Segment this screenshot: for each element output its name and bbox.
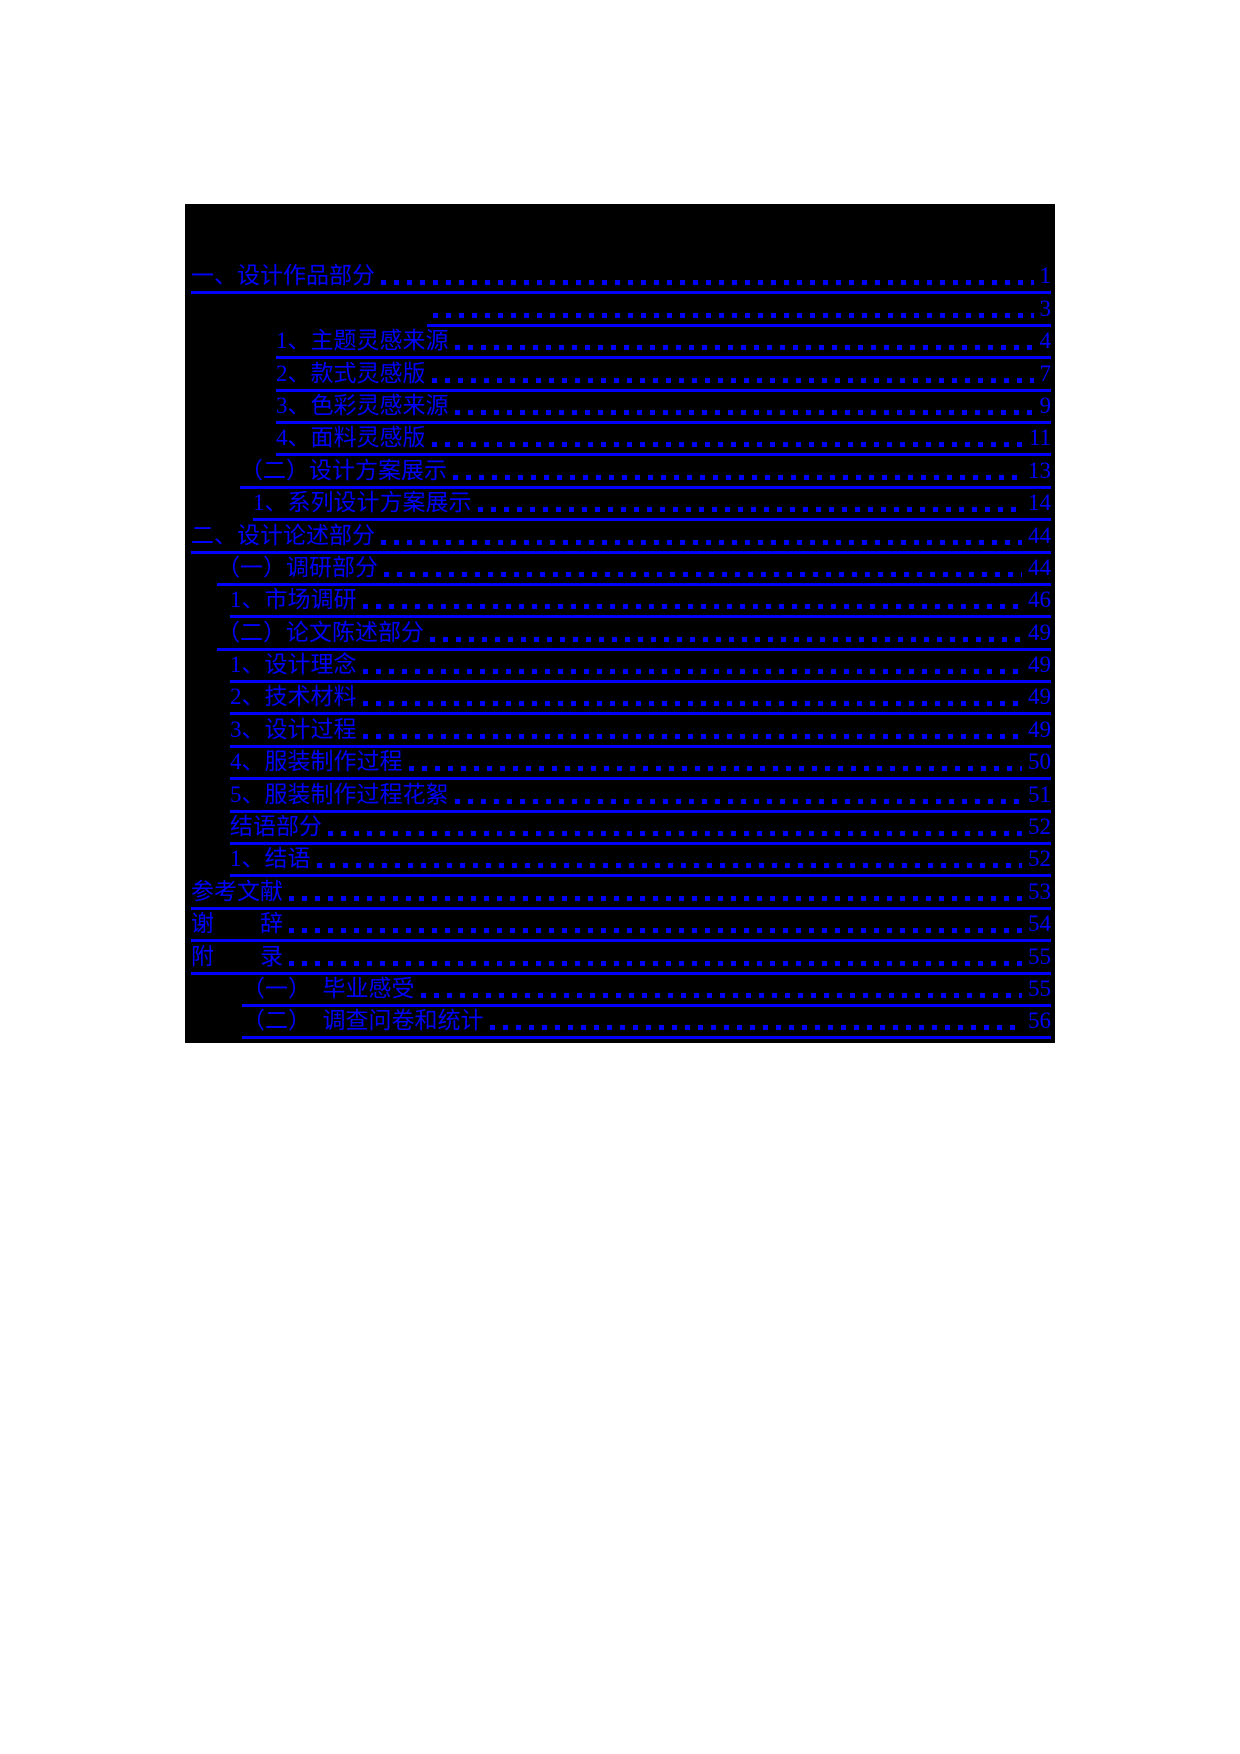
toc-entry-label: 参考文献 (191, 878, 283, 904)
dot-leader (430, 636, 1022, 642)
toc-entry[interactable]: 5、服装制作过程花絮 51 (230, 780, 1051, 813)
toc-entry-label: 一、设计作品部分 (191, 263, 375, 289)
toc-entry[interactable]: 参考文献 53 (191, 877, 1051, 910)
toc-entry[interactable]: （一） 毕业感受 55 (242, 975, 1051, 1007)
toc-entry-page-number: 49 (1028, 652, 1051, 678)
dot-leader (454, 798, 1022, 804)
toc-entry-page-number: 9 (1039, 392, 1052, 418)
toc-entry-page-number: 55 (1028, 975, 1051, 1001)
toc-entry-page-number: 54 (1028, 911, 1051, 937)
toc-entry[interactable]: 2、款式灵感版 7 (276, 359, 1052, 392)
toc-entry[interactable]: 1、主题灵感来源 4 (276, 327, 1052, 360)
toc-entry-label: 谢 辞 (191, 911, 283, 937)
toc-entry-label: 1、设计理念 (230, 652, 357, 678)
toc-entry-label: 1、系列设计方案展示 (253, 490, 472, 516)
toc-entry-label: 二、设计论述部分 (191, 522, 375, 548)
toc-entry-page-number: 49 (1028, 716, 1051, 742)
dot-leader (454, 345, 1034, 351)
toc-panel: 一、设计作品部分 1 3 1、主题灵感来源 4 2、款式灵感版 7 3、色彩灵感来源 9 4、面料… (185, 204, 1055, 1043)
toc-entry[interactable]: （一）调研部分 44 (217, 554, 1051, 586)
toc-entry-label: （一）调研部分 (217, 554, 378, 580)
toc-entry-page-number: 3 (1039, 295, 1052, 321)
toc-entry-page-number: 11 (1028, 425, 1051, 451)
dot-leader (362, 604, 1022, 610)
toc-entry-page-number: 49 (1028, 619, 1051, 645)
toc-entry-page-number: 52 (1028, 814, 1051, 840)
toc-entry-page-number: 53 (1028, 878, 1051, 904)
dot-leader (477, 507, 1022, 513)
toc-entry-page-number: 7 (1039, 360, 1052, 386)
toc-entry-label: （二） 调查问卷和统计 (242, 1008, 484, 1034)
dot-leader (328, 831, 1022, 837)
toc-entry-page-number: 56 (1028, 1008, 1051, 1034)
toc-entry[interactable]: 4、面料灵感版 11 (276, 424, 1051, 457)
toc-entry-page-number: 44 (1028, 554, 1051, 580)
toc-entry[interactable]: （二）论文陈述部分 49 (217, 618, 1051, 651)
toc-entry-page-number: 52 (1028, 846, 1051, 872)
dot-leader (362, 669, 1022, 675)
toc-list: 一、设计作品部分 1 3 1、主题灵感来源 4 2、款式灵感版 7 3、色彩灵感来源 9 4、面料… (185, 262, 1052, 1040)
toc-entry[interactable]: 4、服装制作过程 50 (230, 748, 1051, 781)
toc-entry[interactable]: 1、市场调研 46 (230, 586, 1051, 619)
toc-entry-label: （二）论文陈述部分 (217, 619, 424, 645)
toc-entry-page-number: 14 (1028, 490, 1051, 516)
toc-entry-page-number: 4 (1039, 328, 1052, 354)
dot-leader (362, 733, 1022, 739)
toc-entry[interactable]: 附 录 55 (191, 942, 1051, 975)
toc-entry-label: 1、结语 (230, 846, 311, 872)
toc-entry-label: 1、市场调研 (230, 587, 357, 613)
toc-entry-page-number: 44 (1028, 522, 1051, 548)
toc-entry[interactable]: 二、设计论述部分 44 (191, 521, 1051, 554)
toc-entry-label: 4、服装制作过程 (230, 749, 403, 775)
dot-leader (362, 701, 1022, 707)
dot-leader (289, 895, 1022, 901)
dot-leader (433, 312, 1034, 318)
dot-leader (381, 280, 1034, 286)
toc-entry[interactable]: 谢 辞 54 (191, 910, 1051, 943)
toc-entry[interactable]: 1、系列设计方案展示 14 (253, 489, 1051, 522)
toc-entry-label: 3、色彩灵感来源 (276, 392, 449, 418)
dot-leader (420, 992, 1022, 998)
toc-entry[interactable]: 结语部分 52 (230, 813, 1051, 846)
dot-leader (316, 863, 1022, 869)
toc-entry-page-number: 1 (1039, 263, 1052, 289)
dot-leader (431, 377, 1034, 383)
toc-entry-label: 2、技术材料 (230, 684, 357, 710)
dot-leader (489, 1025, 1022, 1031)
toc-entry-page-number: 50 (1028, 749, 1051, 775)
toc-entry[interactable]: 3、色彩灵感来源 9 (276, 392, 1051, 424)
dot-leader (453, 474, 1022, 480)
toc-entry[interactable]: 3 (427, 294, 1052, 327)
toc-entry-label: 5、服装制作过程花絮 (230, 781, 449, 807)
toc-entry-label: （一） 毕业感受 (242, 975, 415, 1001)
toc-entry[interactable]: （二）设计方案展示 13 (240, 456, 1051, 489)
toc-entry-label: （二）设计方案展示 (240, 457, 447, 483)
toc-entry-page-number: 55 (1028, 943, 1051, 969)
toc-entry-page-number: 51 (1028, 781, 1051, 807)
toc-entry-label: 4、面料灵感版 (276, 425, 426, 451)
dot-leader (289, 960, 1022, 966)
dot-leader (431, 442, 1023, 448)
toc-entry-page-number: 49 (1028, 684, 1051, 710)
dot-leader (454, 409, 1034, 415)
toc-entry[interactable]: 2、技术材料 49 (230, 683, 1051, 716)
dot-leader (381, 539, 1022, 545)
toc-entry-label: 附 录 (191, 943, 283, 969)
toc-entry-page-number: 46 (1028, 587, 1051, 613)
dot-leader (384, 571, 1022, 577)
toc-entry-page-number: 13 (1028, 457, 1051, 483)
toc-entry-label: 2、款式灵感版 (276, 360, 426, 386)
dot-leader (289, 928, 1022, 934)
toc-entry[interactable]: 3、设计过程 49 (230, 715, 1051, 748)
toc-entry-label: 3、设计过程 (230, 716, 357, 742)
toc-entry[interactable]: 一、设计作品部分 1 (191, 262, 1052, 295)
toc-entry[interactable]: 1、设计理念 49 (230, 651, 1051, 684)
toc-entry[interactable]: 1、结语 52 (230, 845, 1051, 878)
toc-entry[interactable]: （二） 调查问卷和统计 56 (242, 1007, 1051, 1040)
dot-leader (408, 766, 1022, 772)
toc-entry-label: 1、主题灵感来源 (276, 328, 449, 354)
toc-entry-label: 结语部分 (230, 814, 322, 840)
